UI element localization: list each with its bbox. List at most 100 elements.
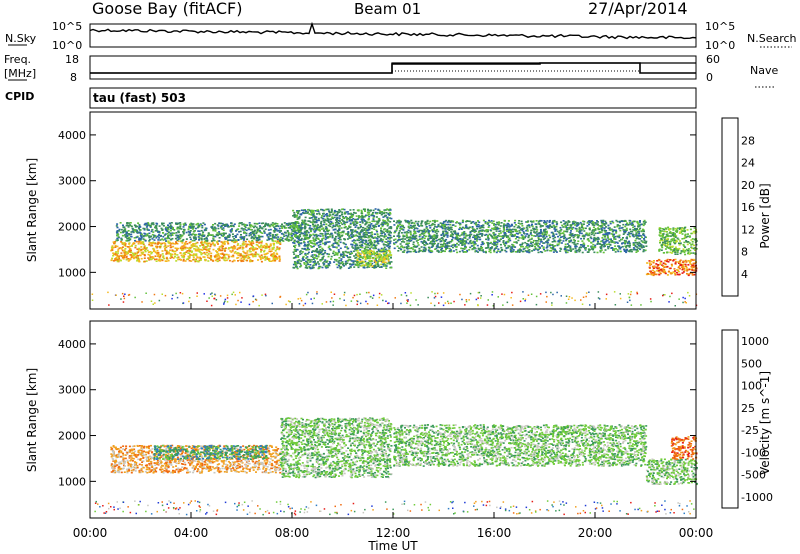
data-cell	[287, 227, 290, 229]
data-cell	[366, 212, 369, 214]
data-cell	[314, 220, 317, 223]
data-cell	[371, 253, 374, 255]
data-cell	[441, 227, 444, 230]
data-cell	[364, 257, 367, 260]
data-cell	[132, 257, 135, 260]
data-cell	[175, 249, 178, 251]
data-cell	[130, 225, 133, 228]
data-cell	[529, 244, 531, 247]
data-cell	[384, 223, 387, 225]
data-cell	[369, 248, 372, 250]
data-cell	[245, 229, 248, 232]
data-cell	[450, 234, 453, 236]
data-cell	[184, 253, 187, 256]
data-cell	[265, 246, 268, 248]
data-cell	[632, 235, 635, 238]
data-cell	[591, 248, 594, 250]
data-cell	[205, 243, 208, 245]
data-cell	[369, 260, 372, 263]
data-cell	[139, 226, 142, 228]
data-cell	[581, 245, 584, 248]
data-cell	[243, 254, 246, 257]
data-cell	[129, 249, 131, 251]
data-cell	[382, 216, 385, 218]
data-cell	[483, 230, 486, 232]
data-cell	[134, 226, 137, 228]
data-cell	[443, 235, 446, 238]
data-cell	[309, 264, 312, 266]
data-cell	[281, 237, 284, 239]
data-cell	[246, 259, 249, 262]
data-cell	[409, 250, 412, 253]
data-cell	[359, 226, 362, 229]
data-cell	[358, 252, 361, 255]
data-cell	[245, 246, 248, 248]
data-cell	[134, 224, 137, 227]
data-cell	[224, 250, 226, 252]
data-cell	[495, 230, 498, 232]
data-cell	[303, 222, 305, 225]
data-cell	[566, 230, 569, 233]
data-cell	[368, 244, 371, 247]
data-cell	[296, 259, 299, 262]
data-cell	[312, 212, 315, 214]
data-cell	[532, 241, 534, 244]
data-cell	[412, 250, 415, 253]
data-cell	[628, 232, 631, 235]
data-cell	[604, 234, 606, 237]
data-cell	[313, 238, 316, 241]
data-cell	[591, 220, 593, 222]
data-cell	[213, 226, 216, 228]
data-cell	[509, 249, 512, 251]
data-cell	[390, 236, 393, 239]
data-cell	[542, 236, 545, 238]
data-cell	[321, 238, 324, 240]
data-cell	[495, 238, 498, 240]
data-cell	[613, 236, 616, 239]
freq-panel	[89, 55, 697, 80]
data-cell	[306, 209, 309, 211]
data-cell	[369, 262, 372, 265]
data-cell	[176, 236, 179, 239]
data-cell	[185, 231, 188, 234]
data-cell	[606, 234, 609, 237]
data-cell	[111, 245, 114, 247]
data-cell	[507, 235, 510, 237]
data-cell	[338, 262, 341, 264]
data-cell	[262, 245, 265, 248]
data-cell	[616, 249, 619, 251]
data-cell	[361, 250, 363, 252]
data-cell	[157, 253, 160, 256]
data-cell	[121, 234, 124, 237]
data-cell	[632, 242, 635, 244]
data-cell	[218, 240, 221, 242]
data-cell	[603, 227, 606, 229]
data-cell	[339, 262, 342, 265]
data-cell	[623, 239, 626, 242]
data-cell	[599, 251, 602, 253]
data-cell	[305, 249, 308, 251]
data-cell	[347, 256, 350, 259]
data-cell	[317, 224, 319, 226]
data-cell	[441, 250, 444, 252]
data-cell	[461, 247, 464, 250]
data-cell	[517, 249, 520, 251]
data-cell	[249, 241, 252, 244]
data-cell	[451, 239, 454, 242]
data-cell	[234, 251, 237, 253]
data-cell	[468, 234, 471, 237]
data-cell	[294, 231, 297, 234]
data-cell	[245, 245, 248, 247]
data-cell	[274, 250, 277, 252]
data-cell	[531, 223, 533, 226]
data-cell	[220, 245, 223, 248]
data-cell	[112, 246, 115, 249]
data-cell	[437, 251, 440, 253]
data-cell	[475, 225, 478, 228]
data-cell	[260, 242, 263, 244]
data-cell	[376, 255, 379, 257]
data-cell	[369, 263, 372, 266]
data-cell	[445, 232, 448, 235]
data-cell	[305, 260, 307, 263]
data-cell	[434, 220, 437, 222]
